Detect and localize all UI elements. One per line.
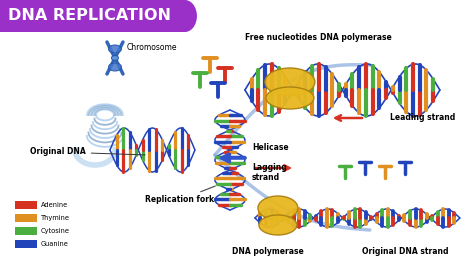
Ellipse shape xyxy=(258,196,298,220)
Text: Lagging
strand: Lagging strand xyxy=(252,163,287,182)
Text: Thymine: Thymine xyxy=(41,215,70,221)
Ellipse shape xyxy=(109,63,121,71)
Text: DNA REPLICATION: DNA REPLICATION xyxy=(8,8,171,23)
Text: Replication fork: Replication fork xyxy=(145,186,215,205)
Text: Guanine: Guanine xyxy=(41,241,69,247)
Text: Cytosine: Cytosine xyxy=(41,228,70,234)
Ellipse shape xyxy=(266,87,314,109)
Ellipse shape xyxy=(109,45,121,53)
Text: Original DNA strand: Original DNA strand xyxy=(362,248,448,257)
Bar xyxy=(15,227,37,235)
Text: Leading strand: Leading strand xyxy=(390,114,455,122)
Bar xyxy=(15,214,37,222)
Text: Chromosome: Chromosome xyxy=(127,44,177,53)
Text: Original DNA: Original DNA xyxy=(30,148,145,157)
Text: Free nucleotides: Free nucleotides xyxy=(245,34,317,43)
Text: Adenine: Adenine xyxy=(41,202,68,208)
Ellipse shape xyxy=(265,68,315,96)
Ellipse shape xyxy=(173,0,197,32)
Ellipse shape xyxy=(111,55,118,60)
Text: Helicase: Helicase xyxy=(252,144,289,153)
Bar xyxy=(15,240,37,248)
Ellipse shape xyxy=(259,215,297,235)
Text: DNA polymerase: DNA polymerase xyxy=(232,248,304,257)
Text: DNA polymerase: DNA polymerase xyxy=(320,34,392,43)
Bar xyxy=(15,201,37,209)
Bar xyxy=(0,0,185,32)
